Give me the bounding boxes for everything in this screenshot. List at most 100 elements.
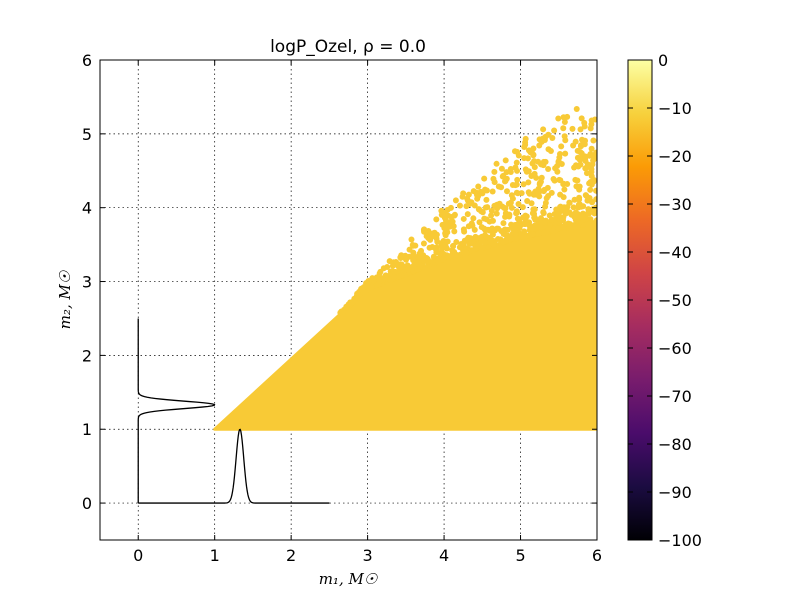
scatter-point bbox=[500, 239, 507, 246]
y-tick-label: 3 bbox=[82, 273, 92, 292]
scatter-point bbox=[516, 217, 523, 224]
scatter-point bbox=[397, 264, 404, 271]
scatter-point bbox=[463, 203, 470, 210]
colorbar-tick-label: −10 bbox=[658, 99, 692, 118]
colorbar-tick-label: −40 bbox=[658, 243, 692, 262]
scatter-point bbox=[489, 217, 496, 224]
scatter-point bbox=[571, 196, 578, 203]
scatter-point bbox=[538, 174, 545, 181]
scatter-point bbox=[513, 235, 520, 242]
scatter-point bbox=[578, 150, 585, 157]
scatter-point bbox=[469, 247, 476, 254]
y-tick-label: 4 bbox=[82, 199, 92, 218]
scatter-point bbox=[356, 291, 363, 298]
scatter-point bbox=[582, 155, 589, 162]
scatter-point bbox=[513, 221, 520, 228]
scatter-point bbox=[559, 216, 566, 223]
scatter-point bbox=[481, 215, 488, 222]
scatter-point bbox=[491, 179, 498, 186]
scatter-point bbox=[531, 164, 538, 171]
scatter-point bbox=[556, 150, 563, 157]
scatter-point bbox=[540, 210, 547, 217]
scatter-point bbox=[441, 210, 448, 217]
scatter-point bbox=[554, 208, 561, 215]
scatter-point bbox=[488, 237, 495, 244]
scatter-point bbox=[513, 159, 520, 166]
scatter-point bbox=[449, 218, 456, 225]
scatter-point bbox=[536, 181, 543, 188]
colorbar-tick-label: −50 bbox=[658, 291, 692, 310]
scatter-point bbox=[545, 166, 552, 173]
scatter-point bbox=[447, 204, 454, 211]
scatter-point bbox=[513, 181, 520, 188]
scatter-point bbox=[420, 240, 427, 247]
scatter-point bbox=[431, 229, 438, 236]
scatter-point bbox=[391, 273, 398, 280]
scatter-point bbox=[525, 168, 532, 175]
scatter-point bbox=[514, 209, 521, 216]
colorbar-tick-label: −60 bbox=[658, 339, 692, 358]
scatter-point bbox=[525, 147, 532, 154]
scatter-point bbox=[488, 207, 495, 214]
scatter-point bbox=[532, 191, 539, 198]
scatter-point bbox=[576, 194, 583, 201]
scatter-point bbox=[528, 200, 535, 207]
scatter-point bbox=[501, 204, 508, 211]
scatter-point bbox=[574, 154, 581, 161]
colorbar: 0 −10 −20 −30 −40 −50 −60 −70 −80 −90 −100 bbox=[627, 51, 702, 550]
scatter-point bbox=[479, 244, 486, 251]
scatter-point bbox=[503, 169, 510, 176]
scatter-point bbox=[451, 212, 458, 219]
scatter-point bbox=[515, 200, 522, 207]
scatter-point bbox=[584, 197, 591, 204]
scatter-point bbox=[558, 143, 565, 150]
scatter-point bbox=[464, 211, 471, 218]
scatter-point bbox=[549, 135, 556, 142]
scatter-point bbox=[450, 243, 457, 250]
scatter-point bbox=[508, 235, 515, 242]
scatter-point bbox=[524, 197, 531, 204]
scatter-point bbox=[495, 225, 502, 232]
scatter-point bbox=[513, 189, 520, 196]
scatter-point bbox=[468, 220, 475, 227]
scatter-point bbox=[412, 242, 419, 249]
scatter-point bbox=[568, 211, 575, 218]
scatter-point bbox=[458, 240, 465, 247]
scatter-point bbox=[476, 206, 483, 213]
scatter-point bbox=[560, 125, 567, 132]
colorbar-tick-label: 0 bbox=[658, 51, 668, 70]
scatter-point bbox=[593, 187, 597, 194]
scatter-point bbox=[444, 238, 451, 245]
scatter-point bbox=[370, 277, 377, 284]
scatter-point bbox=[476, 219, 483, 226]
scatter-point bbox=[531, 170, 538, 177]
scatter-point bbox=[519, 204, 526, 211]
scatter-point bbox=[577, 126, 584, 133]
scatter-point bbox=[570, 204, 577, 211]
scatter-point bbox=[425, 235, 432, 242]
scatter-point bbox=[440, 256, 447, 263]
scatter-point bbox=[581, 214, 588, 221]
scatter-point bbox=[397, 254, 404, 261]
scatter-point bbox=[591, 210, 597, 217]
scatter-point bbox=[473, 191, 480, 198]
scatter-point bbox=[555, 115, 562, 122]
scatter-point bbox=[495, 183, 502, 190]
scatter-point bbox=[498, 165, 505, 172]
x-tick-label: 2 bbox=[286, 546, 296, 565]
scatter-point bbox=[561, 133, 568, 140]
scatter-point bbox=[548, 216, 555, 223]
scatter-point bbox=[583, 170, 590, 177]
x-tick-label: 4 bbox=[439, 546, 449, 565]
scatter-point bbox=[377, 268, 384, 275]
scatter-point bbox=[574, 223, 581, 230]
scatter-point bbox=[587, 186, 594, 193]
scatter-point bbox=[506, 213, 513, 220]
scatter-point bbox=[576, 186, 583, 193]
scatter-point bbox=[561, 118, 568, 125]
scatter-point bbox=[376, 278, 383, 285]
scatter-point bbox=[465, 191, 472, 198]
scatter-point bbox=[451, 228, 458, 235]
scatter-point bbox=[555, 158, 562, 165]
scatter-point bbox=[565, 224, 572, 231]
